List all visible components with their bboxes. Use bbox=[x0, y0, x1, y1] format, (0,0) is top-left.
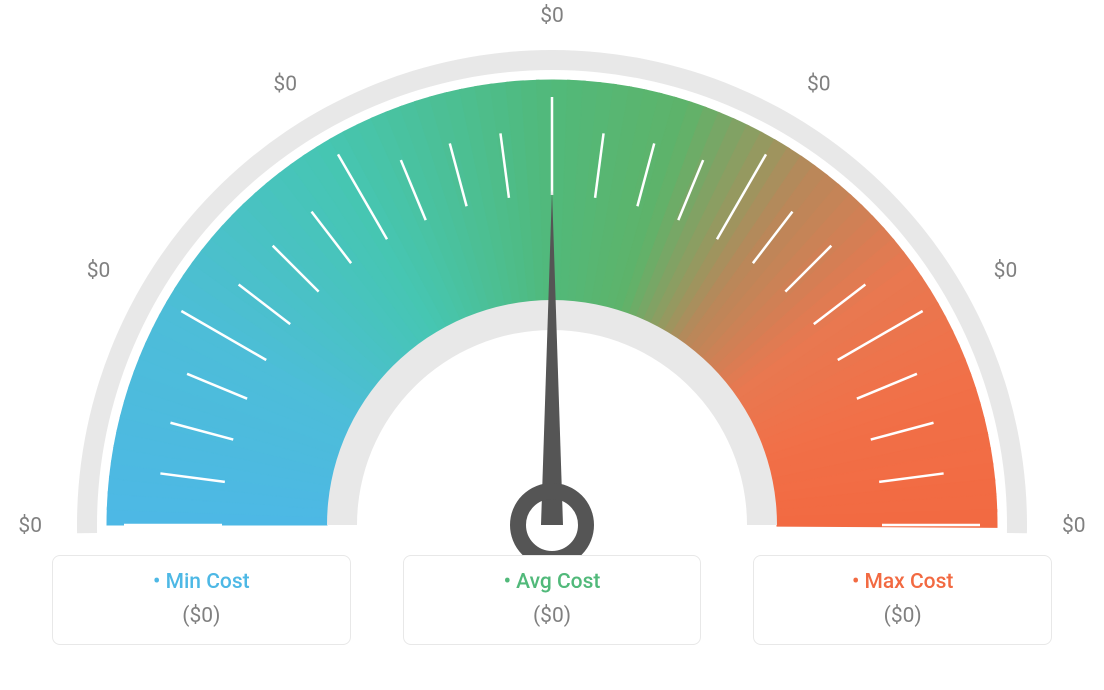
gauge-svg: $0 $0 $0 $0 $0 $0 $0 bbox=[0, 0, 1104, 555]
gauge-tick-label: $0 bbox=[994, 259, 1018, 283]
gauge-tick-label: $0 bbox=[18, 514, 42, 538]
cost-gauge-widget: $0 $0 $0 $0 $0 $0 $0 Min Cost ($0) Avg Cost ($… bbox=[0, 0, 1104, 690]
legend-card-max: Max Cost ($0) bbox=[753, 555, 1052, 645]
legend-value-min: ($0) bbox=[63, 604, 340, 628]
legend-row: Min Cost ($0) Avg Cost ($0) Max Cost ($0… bbox=[0, 555, 1104, 645]
legend-label-max: Max Cost bbox=[764, 570, 1041, 594]
gauge-tick-label: $0 bbox=[273, 72, 297, 96]
legend-card-avg: Avg Cost ($0) bbox=[403, 555, 702, 645]
gauge-tick-label: $0 bbox=[807, 72, 831, 96]
legend-value-max: ($0) bbox=[764, 604, 1041, 628]
gauge-tick-label: $0 bbox=[1062, 514, 1086, 538]
legend-label-min: Min Cost bbox=[63, 570, 340, 594]
gauge-area: $0 $0 $0 $0 $0 $0 $0 bbox=[0, 0, 1104, 555]
legend-card-min: Min Cost ($0) bbox=[52, 555, 351, 645]
legend-value-avg: ($0) bbox=[414, 604, 691, 628]
legend-label-avg: Avg Cost bbox=[414, 570, 691, 594]
gauge-tick-label: $0 bbox=[87, 259, 111, 283]
gauge-tick-label: $0 bbox=[540, 4, 564, 28]
